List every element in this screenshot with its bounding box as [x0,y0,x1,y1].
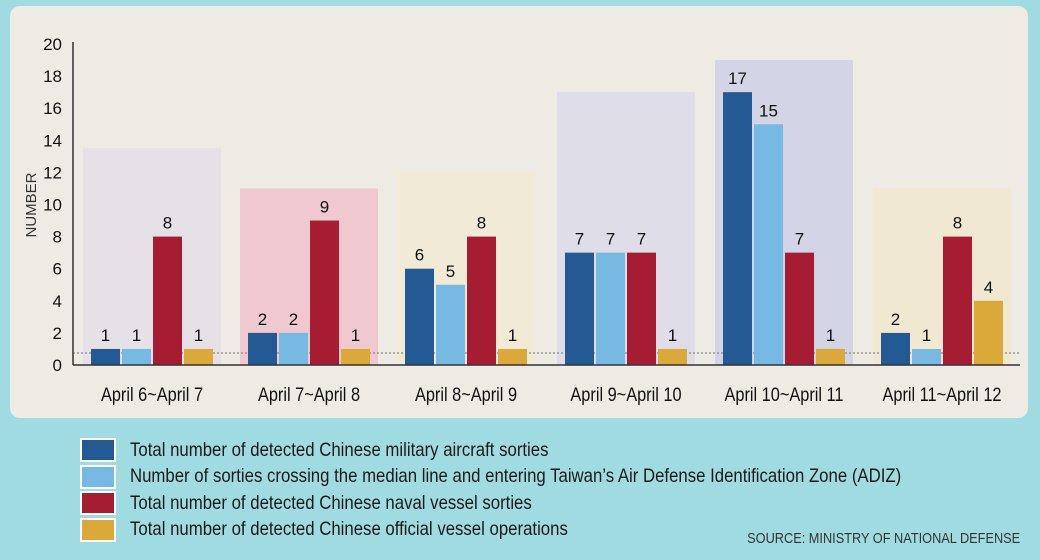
bar [627,252,656,365]
source-note: SOURCE: MINISTRY OF NATIONAL DEFENSE [747,530,1020,547]
data-label: 1 [508,326,517,345]
x-tick-label: April 8~April 9 [415,384,517,405]
x-tick-label: April 6~April 7 [101,384,203,405]
data-label: 4 [984,278,993,297]
highlight-box [83,148,221,365]
bar [565,252,594,365]
bar [658,348,687,365]
legend-label: Number of sorties crossing the median li… [130,465,902,488]
bar [943,236,972,365]
legend-item-aircraft: Total number of detected Chinese militar… [80,437,1027,464]
data-label: 1 [668,326,677,345]
bar [341,348,370,365]
bar [974,300,1003,365]
data-label: 1 [922,326,931,345]
y-tick-label: 0 [53,356,62,375]
y-tick-label: 18 [43,67,62,86]
legend-swatch [80,438,116,463]
bar [816,348,845,365]
legend-swatch [80,491,116,516]
bar [754,124,783,365]
data-label: 1 [826,326,835,345]
y-tick-label: 8 [53,228,62,247]
bar [405,268,434,365]
y-tick-label: 20 [43,35,62,54]
bar [184,348,213,365]
data-label: 8 [953,214,962,233]
data-label: 7 [606,230,615,249]
legend-item-adiz: Number of sorties crossing the median li… [80,464,1027,491]
data-label: 8 [163,214,172,233]
bar [467,236,496,365]
y-tick-label: 4 [53,292,62,311]
data-label: 17 [728,69,747,88]
legend-item-naval: Total number of detected Chinese naval v… [80,490,1027,517]
legend-swatch [80,517,116,542]
data-label: 2 [891,310,900,329]
bar [279,332,308,365]
data-label: 7 [575,230,584,249]
data-label: 6 [415,246,424,265]
data-label: 1 [351,326,360,345]
data-label: 5 [446,262,455,281]
legend-swatch [80,464,116,489]
bar [881,332,910,365]
bar [436,284,465,365]
bar [912,348,941,365]
legend-item-official: Total number of detected Chinese officia… [80,517,1027,544]
data-label: 15 [759,101,778,120]
bar [153,236,182,365]
y-tick-label: 6 [53,260,62,279]
x-tick-label: April 7~April 8 [258,384,360,405]
data-label: 8 [477,214,486,233]
data-label: 7 [795,230,804,249]
data-label: 1 [132,326,141,345]
data-label: 2 [258,310,267,329]
legend-label: Total number of detected Chinese naval v… [130,491,532,514]
y-axis-label: NUMBER [23,172,40,237]
bar [498,348,527,365]
data-label: 1 [194,326,203,345]
bar [723,92,752,366]
bar [596,252,625,365]
bar [248,332,277,365]
data-label: 1 [101,326,110,345]
bar [785,252,814,365]
y-tick-label: 10 [43,196,62,215]
bar [310,220,339,365]
y-tick-label: 14 [43,131,62,150]
y-tick-label: 2 [53,324,62,343]
legend-label: Total number of detected Chinese officia… [130,518,568,541]
y-tick-label: 16 [43,99,62,118]
y-tick-label: 12 [43,163,62,182]
bar [122,348,151,365]
data-label: 7 [637,230,646,249]
data-label: 2 [289,310,298,329]
x-tick-label: April 11~April 12 [882,384,1001,405]
legend: Total number of detected Chinese militar… [80,437,1027,543]
bar [91,348,120,365]
x-tick-label: April 10~April 11 [724,384,843,405]
data-label: 9 [320,198,329,217]
x-tick-label: April 9~April 10 [570,384,681,405]
legend-label: Total number of detected Chinese militar… [130,438,549,461]
